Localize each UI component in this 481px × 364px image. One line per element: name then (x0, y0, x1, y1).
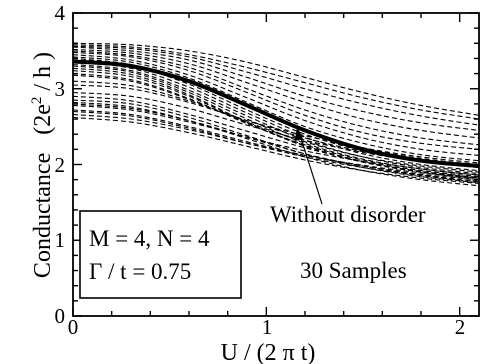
series-sample-line-2 (73, 44, 480, 120)
y-tick-label-4: 4 (55, 1, 66, 25)
parameters-line1: M = 4, N = 4 (89, 226, 210, 251)
x-axis-label: U / (2 π t) (221, 340, 316, 364)
y-tick-label-3: 3 (55, 77, 66, 101)
y-axis-label-text: Conductance (30, 153, 56, 278)
series-sample-line-3 (73, 45, 480, 126)
series-sample-line-4 (73, 46, 480, 131)
series-sample-line-22 (73, 95, 480, 181)
x-tick-label-1: 1 (262, 315, 273, 339)
x-tick-label-0: 0 (68, 315, 79, 339)
y-axis-unit-sup: 2 (29, 97, 45, 105)
series-sample-line-11 (73, 59, 480, 169)
y-axis-unit-close: / h ) (30, 52, 56, 97)
series-sample-line-8 (73, 54, 480, 156)
series-sample-line-30 (73, 116, 480, 184)
without-disorder-arrow-shaft (298, 131, 323, 205)
series-sample-line-12 (73, 61, 480, 172)
series-sample-line-29 (73, 113, 480, 179)
series-sample-line-20 (73, 84, 480, 164)
series-sample-line-24 (73, 101, 480, 187)
y-axis-unit-open: (2e (30, 104, 56, 135)
series-sample-line-5 (73, 48, 480, 139)
tick-layer (72, 12, 479, 317)
parameters-line2: Γ / t = 0.75 (89, 259, 191, 284)
series-sample-line-6 (73, 50, 480, 146)
series-layer (73, 42, 480, 187)
series-sample-line-25 (73, 103, 480, 182)
series-without-disorder-line (73, 59, 480, 168)
y-tick-label-0: 0 (55, 304, 66, 328)
series-sample-line-14 (73, 65, 480, 176)
without-disorder-label: Without disorder (270, 202, 426, 227)
series-sample-line-18 (73, 74, 480, 173)
series-sample-line-13 (73, 63, 480, 175)
svg-text:Conductance(2e2 / h ): Conductance (2e2 / h ) (29, 52, 56, 278)
y-axis-label: Conductance (2e2 / h ) (29, 52, 56, 278)
y-tick-label-2: 2 (55, 153, 66, 177)
parameters-box (79, 210, 242, 299)
series-sample-line-7 (73, 51, 480, 150)
without-disorder-arrow-head (295, 126, 303, 141)
series-sample-line-23 (73, 99, 480, 184)
samples-label: 30 Samples (300, 258, 407, 283)
y-tick-label-1: 1 (55, 228, 66, 252)
x-tick-label-2: 2 (455, 315, 466, 339)
series-sample-line-9 (73, 56, 480, 162)
